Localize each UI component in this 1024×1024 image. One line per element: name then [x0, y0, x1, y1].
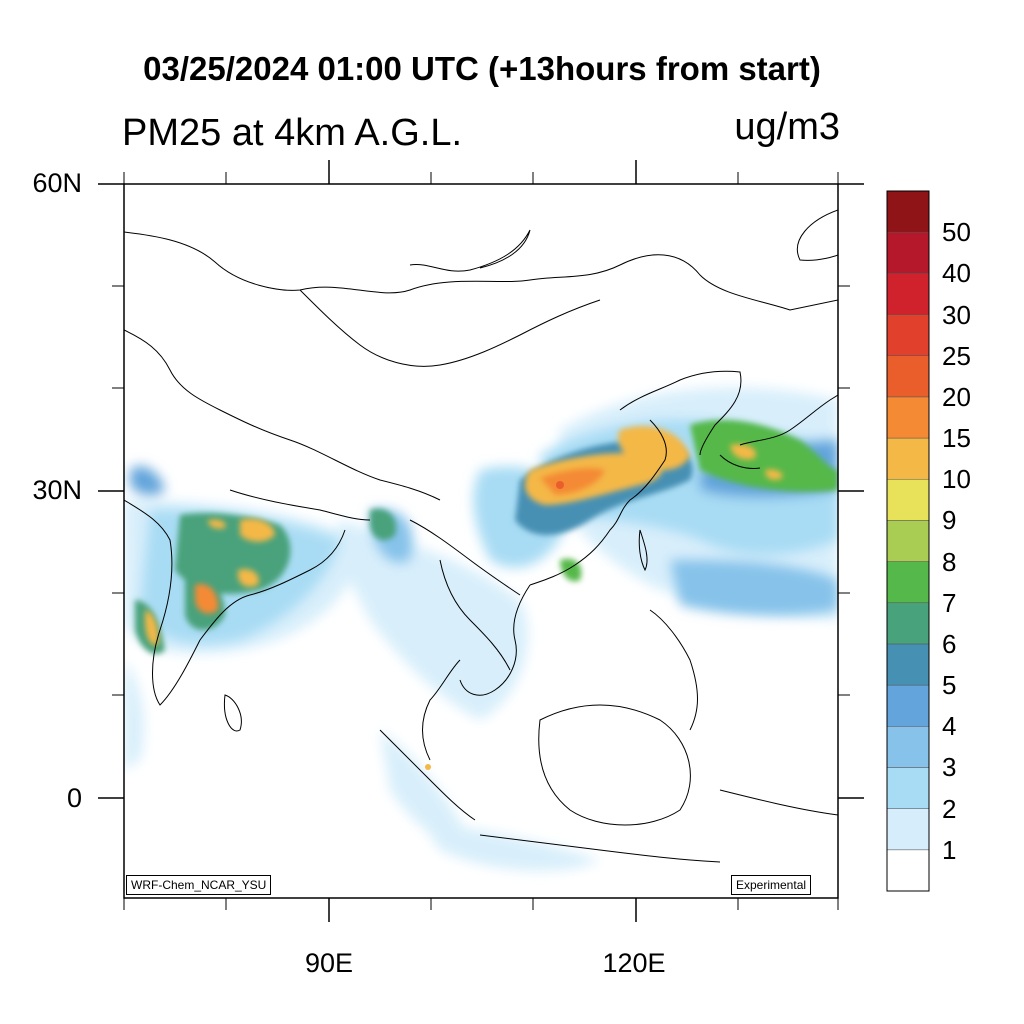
- lat-label-60n: 60N: [32, 168, 82, 198]
- model-tag: WRF-Chem_NCAR_YSU: [126, 875, 272, 895]
- colorbar-label: 30: [942, 299, 971, 330]
- colorbar-label: 8: [942, 546, 957, 577]
- colorbar-label: 2: [942, 793, 957, 824]
- colorbar-swatch: [886, 684, 930, 727]
- lat-label-0: 0: [66, 783, 82, 813]
- colorbar-swatch: [886, 808, 930, 851]
- experimental-tag: Experimental: [731, 875, 812, 895]
- colorbar-label: 25: [942, 340, 971, 371]
- colorbar-swatch: [886, 478, 930, 521]
- map-frame: [123, 183, 839, 899]
- lon-label-120e: 120E: [602, 948, 666, 978]
- colorbar-label: 50: [942, 217, 971, 248]
- concentration-field: [124, 387, 838, 871]
- colorbar-swatch: [886, 396, 930, 439]
- colorbar-label: 9: [942, 505, 957, 536]
- colorbar-swatch: [886, 643, 930, 686]
- colorbar: [886, 190, 930, 892]
- colorbar-label: 5: [942, 670, 957, 701]
- colorbar-swatch: [886, 767, 930, 809]
- colorbar-label: 6: [942, 628, 957, 659]
- colorbar-frame: [886, 190, 930, 892]
- colorbar-swatch: [886, 437, 930, 480]
- colorbar-swatch: [886, 849, 930, 892]
- minor-ticks: [112, 172, 850, 910]
- colorbar-label: 40: [942, 258, 971, 289]
- colorbar-swatch: [886, 231, 930, 274]
- lat-label-30n: 30N: [32, 475, 82, 505]
- colorbar-label: 1: [942, 834, 957, 865]
- colorbar-swatch: [886, 520, 930, 562]
- colorbar-label: 15: [942, 423, 971, 454]
- colorbar-label: 4: [942, 711, 957, 742]
- units-label: ug/m3: [734, 106, 840, 148]
- colorbar-swatch: [886, 602, 930, 645]
- colorbar-swatch: [886, 190, 930, 233]
- colorbar-label: 10: [942, 464, 971, 495]
- lon-label-90e: 90E: [304, 948, 354, 978]
- colorbar-label: 20: [942, 381, 971, 412]
- colorbar-label: 3: [942, 752, 957, 783]
- map-title: 03/25/2024 01:00 UTC (+13hours from star…: [143, 50, 821, 87]
- colorbar-swatch: [886, 561, 930, 604]
- colorbar-swatch: [886, 355, 930, 398]
- colorbar-label: 7: [942, 587, 957, 618]
- colorbar-swatch: [886, 314, 930, 356]
- variable-subtitle: PM25 at 4km A.G.L.: [122, 112, 463, 154]
- coastline-outlines: [124, 209, 838, 863]
- colorbar-swatch: [886, 273, 930, 315]
- axis-ticks: [98, 160, 864, 922]
- colorbar-swatch: [886, 726, 930, 768]
